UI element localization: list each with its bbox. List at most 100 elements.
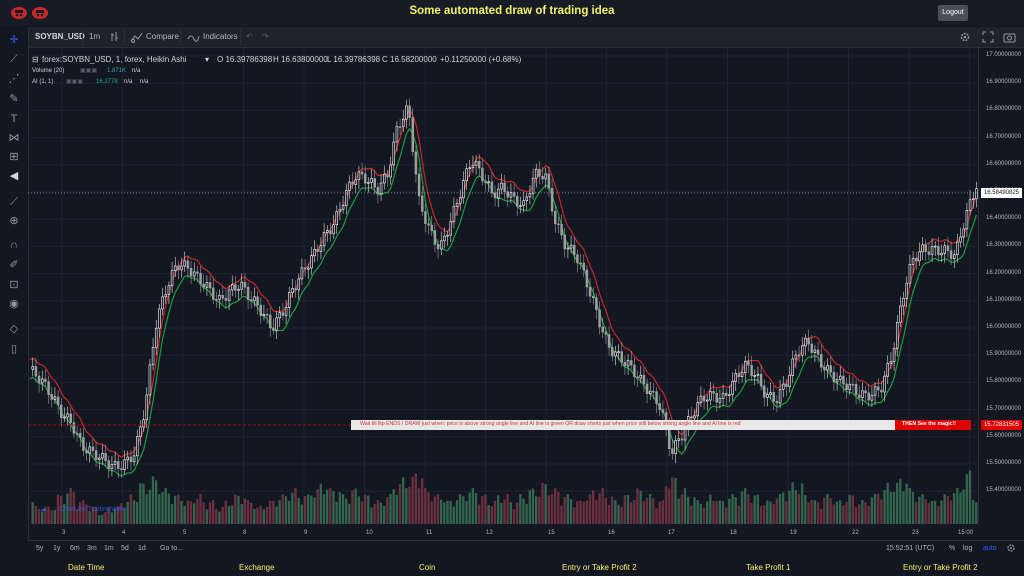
settings-icon[interactable]: [1006, 543, 1016, 555]
range-button-3m[interactable]: 3m: [87, 545, 97, 552]
redo-icon[interactable]: ↷: [262, 32, 269, 41]
zoom-icon[interactable]: ⊕: [9, 215, 19, 227]
candle-body: [886, 363, 889, 377]
candle-body: [481, 167, 484, 182]
volume-bar: [509, 502, 512, 524]
volume-bar: [34, 506, 37, 524]
candle-body: [104, 453, 107, 461]
candle-body: [335, 211, 338, 226]
indicator-buttons[interactable]: ▣▣▣: [80, 68, 98, 74]
fib-icon[interactable]: ⋰: [8, 73, 20, 85]
candle-body: [857, 394, 861, 398]
volume-bar: [959, 492, 962, 524]
volume-bar: [129, 494, 132, 524]
magnet-icon[interactable]: ∩: [10, 239, 18, 251]
volume-bar: [905, 483, 908, 524]
candle-body: [262, 313, 266, 316]
bar-style-icon[interactable]: [110, 31, 120, 43]
trendline-icon[interactable]: ⟋: [10, 53, 18, 65]
volume-bar: [547, 495, 550, 524]
volume-bar: [572, 507, 576, 524]
candle-body: [436, 244, 440, 250]
range-button-6m[interactable]: 6m: [70, 545, 80, 552]
range-button-5y[interactable]: 5y: [36, 545, 44, 552]
candle-body: [971, 198, 975, 201]
eye-icon[interactable]: ◉: [9, 298, 19, 310]
volume-bar: [493, 500, 497, 524]
volume-bar: [287, 500, 291, 524]
brush-icon[interactable]: ✎: [9, 93, 19, 105]
range-button-1m[interactable]: 1m: [104, 545, 114, 552]
brush-icon[interactable]: ✐: [9, 259, 19, 271]
candle-body: [53, 396, 57, 400]
text-icon[interactable]: T: [10, 113, 18, 125]
layers-icon[interactable]: ◇: [9, 323, 19, 335]
interval-selector[interactable]: 1m: [89, 32, 101, 41]
crosshair-icon[interactable]: ✛: [9, 34, 19, 46]
candle-body: [623, 361, 627, 367]
signal-text: Wait till flip ENDS ! DRAW just when: pr…: [360, 421, 741, 427]
volume-bar: [845, 501, 848, 524]
legend-toggle-icon[interactable]: ⊟: [32, 55, 39, 64]
fullscreen-icon[interactable]: [982, 31, 994, 43]
chevron-down-icon[interactable]: ▾: [205, 55, 210, 64]
price-axis[interactable]: [978, 48, 1024, 526]
compare-button[interactable]: Compare: [146, 32, 179, 41]
lock-icon[interactable]: ⊡: [9, 279, 19, 291]
symbol-search[interactable]: SOYBN_USD: [35, 32, 85, 41]
auto-toggle[interactable]: auto: [983, 545, 997, 552]
volume-bar: [303, 496, 307, 524]
volume-bar: [294, 488, 297, 524]
watermark[interactable]: Chart by TradingView: [59, 506, 126, 513]
ruler-icon[interactable]: ⟋: [10, 196, 18, 208]
camera-icon[interactable]: [1003, 31, 1016, 43]
volume-bar: [506, 494, 509, 524]
pattern-icon[interactable]: ⋈: [8, 132, 20, 144]
ohlc-change: +0.11250000 (+0.68%): [440, 55, 522, 64]
indicators-button[interactable]: Indicators: [203, 32, 238, 41]
compare-icon[interactable]: [130, 31, 143, 43]
undo-icon[interactable]: ↶: [246, 32, 253, 41]
range-button-1y[interactable]: 1y: [53, 545, 61, 552]
volume-bar: [696, 500, 699, 524]
candle-body: [715, 393, 718, 403]
price-tick-label: 15.90000000: [986, 351, 1022, 358]
range-button-1d[interactable]: 1d: [138, 545, 146, 552]
candle-body: [490, 181, 494, 194]
volume-bar: [762, 505, 766, 524]
volume-bar: [740, 491, 744, 524]
volume-bar: [975, 502, 978, 524]
volume-bar: [515, 502, 519, 524]
back-arrow-icon[interactable]: ◀: [9, 170, 19, 182]
indicator-buttons[interactable]: ▣▣▣: [66, 79, 84, 85]
volume-bar: [911, 491, 915, 524]
percent-toggle[interactable]: %: [949, 545, 956, 552]
measure-icon[interactable]: ⊞: [9, 151, 19, 163]
volume-bar: [357, 496, 360, 524]
price-tick-label: 16.90000000: [986, 79, 1022, 86]
trash-icon[interactable]: ▯: [10, 343, 18, 355]
volume-label[interactable]: Volume (20): [32, 68, 65, 74]
candle-body: [433, 230, 437, 245]
volume-bar: [268, 500, 272, 524]
log-toggle[interactable]: log: [963, 545, 973, 552]
candle-body: [284, 307, 288, 316]
candle-body: [911, 257, 915, 265]
candle-body: [889, 361, 893, 364]
price-tick-label: 16.80000000: [986, 106, 1022, 113]
volume-bar: [116, 506, 120, 524]
settings-icon[interactable]: [959, 31, 971, 43]
volume-bar: [462, 496, 465, 524]
indicators-icon[interactable]: [187, 31, 200, 43]
goto-button[interactable]: Go to...: [160, 545, 183, 552]
candle-body: [569, 244, 573, 249]
logout-button[interactable]: Logout: [938, 5, 968, 21]
price-chart[interactable]: [28, 48, 984, 526]
range-button-5d[interactable]: 5d: [121, 545, 129, 552]
volume-bar: [737, 505, 740, 524]
ai-indicator-label[interactable]: AI (1, 1): [32, 79, 54, 85]
volume-bar: [278, 500, 281, 524]
volume-bar: [781, 492, 785, 524]
series-title[interactable]: forex:SOYBN_USD, 1, forex, Heikin Ashi: [42, 55, 187, 64]
candle-body: [265, 313, 269, 316]
